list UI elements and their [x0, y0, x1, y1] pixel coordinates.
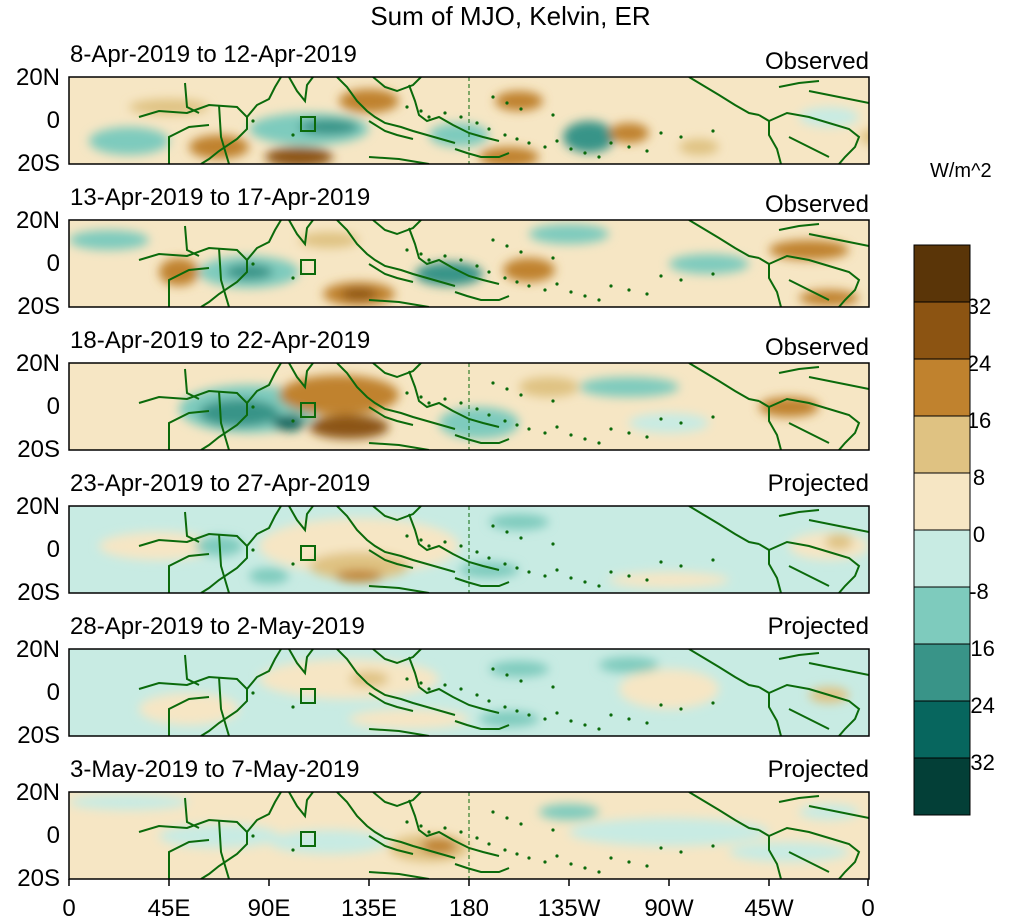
lon-label-45e: 45E — [147, 895, 191, 922]
lat-label-20n: 20N — [15, 350, 60, 377]
colorbar-label: -8 — [969, 579, 989, 604]
lon-label-0-end: 0 — [861, 895, 875, 922]
lon-label-90w: 90W — [644, 895, 694, 922]
lat-label-20n: 20N — [15, 636, 60, 663]
colorbar-label: 16 — [966, 408, 992, 433]
colorbar-swatch — [913, 700, 971, 759]
map-panel-2 — [68, 219, 870, 308]
panel-4-status: Projected — [767, 470, 869, 497]
map-panel-1 — [68, 76, 870, 165]
panel-5-status: Projected — [767, 613, 869, 640]
lat-label-0: 0 — [46, 393, 60, 420]
colorbar-label: 8 — [972, 465, 986, 490]
panel-4-date: 23-Apr-2019 to 27-Apr-2019 — [70, 470, 371, 497]
panel-3-status: Observed — [764, 334, 869, 361]
colorbar-label: 0 — [972, 522, 986, 547]
panel-1-status: Observed — [764, 48, 869, 75]
lat-label-20n: 20N — [15, 779, 60, 806]
map-panel-5 — [68, 648, 870, 737]
lon-label-135e: 135E — [340, 895, 398, 922]
colorbar-swatch — [913, 301, 971, 360]
lat-label-0: 0 — [46, 679, 60, 706]
lat-label-0: 0 — [46, 250, 60, 277]
colorbar-label: 24 — [966, 351, 992, 376]
lat-label-0: 0 — [46, 107, 60, 134]
lat-label-0: 0 — [46, 536, 60, 563]
colorbar-swatch — [913, 586, 971, 645]
figure-title: Sum of MJO, Kelvin, ER — [370, 1, 651, 31]
lon-label-180: 180 — [448, 895, 490, 922]
colorbar-swatch — [913, 358, 971, 417]
lat-label-0: 0 — [46, 822, 60, 849]
colorbar-swatch — [913, 415, 971, 474]
lat-label-20n: 20N — [15, 64, 60, 91]
colorbar-label: 32 — [966, 294, 992, 319]
lon-label-135w: 135W — [537, 895, 601, 922]
map-panel-4 — [68, 505, 870, 594]
colorbar-swatch — [913, 244, 971, 303]
lat-label-20s: 20S — [17, 436, 60, 463]
panel-5-date: 28-Apr-2019 to 2-May-2019 — [70, 613, 365, 640]
lat-label-20n: 20N — [15, 207, 60, 234]
panel-2-status: Observed — [764, 191, 869, 218]
panel-6-status: Projected — [767, 756, 869, 783]
lon-ticks — [68, 879, 869, 886]
lon-label-45w: 45W — [744, 895, 794, 922]
colorbar-unit: W/m^2 — [930, 160, 992, 182]
colorbar-swatch — [913, 472, 971, 531]
panel-3-date: 18-Apr-2019 to 22-Apr-2019 — [70, 327, 371, 354]
map-panel-6 — [68, 791, 870, 880]
colorbar-swatch — [913, 757, 971, 816]
colorbar-swatch — [913, 643, 971, 702]
lat-label-20s: 20S — [17, 293, 60, 320]
lon-label-90e: 90E — [247, 895, 291, 922]
panel-1-date: 8-Apr-2019 to 12-Apr-2019 — [70, 41, 357, 68]
lon-label-0: 0 — [62, 895, 76, 922]
panel-2-date: 13-Apr-2019 to 17-Apr-2019 — [70, 184, 371, 211]
lat-label-20s: 20S — [17, 865, 60, 892]
panel-6-date: 3-May-2019 to 7-May-2019 — [70, 756, 360, 783]
colorbar-swatch — [913, 529, 971, 588]
lat-label-20n: 20N — [15, 493, 60, 520]
map-panel-3 — [68, 362, 870, 451]
lat-label-20s: 20S — [17, 579, 60, 606]
lat-label-20s: 20S — [17, 722, 60, 749]
lat-label-20s: 20S — [17, 150, 60, 177]
colorbar — [913, 244, 971, 816]
